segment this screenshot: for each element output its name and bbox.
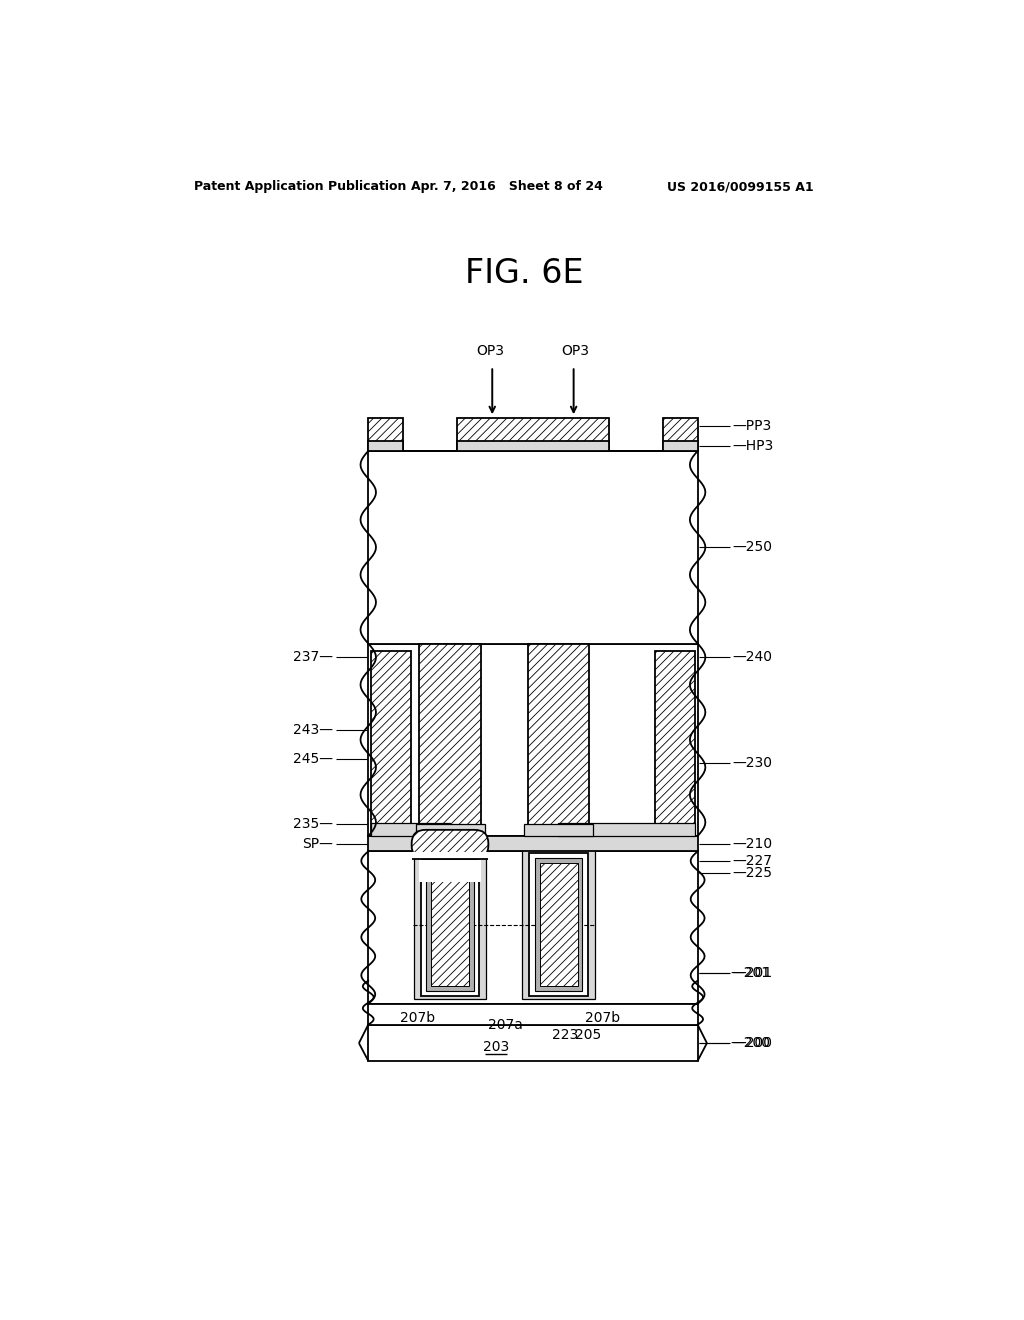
- Text: FIG. 6E: FIG. 6E: [466, 257, 584, 290]
- Bar: [414, 849, 486, 999]
- Text: —230: —230: [732, 756, 772, 770]
- Text: 207b: 207b: [399, 1011, 434, 1024]
- Bar: [524, 825, 593, 836]
- Bar: [655, 651, 695, 836]
- Bar: [458, 418, 608, 451]
- Bar: [371, 822, 450, 836]
- Text: —210: —210: [732, 837, 773, 850]
- Bar: [426, 858, 474, 991]
- Text: US 2016/0099155 A1: US 2016/0099155 A1: [667, 181, 813, 194]
- Bar: [540, 863, 578, 986]
- Text: —201: —201: [732, 966, 773, 979]
- Bar: [528, 644, 589, 836]
- Text: —201: —201: [730, 966, 770, 979]
- Text: 223: 223: [552, 1028, 579, 1041]
- Bar: [369, 1003, 697, 1024]
- Text: 207b: 207b: [585, 1011, 620, 1024]
- Bar: [369, 644, 697, 836]
- Bar: [558, 822, 695, 836]
- Bar: [420, 644, 480, 836]
- Bar: [369, 418, 403, 451]
- Bar: [529, 853, 588, 997]
- Bar: [535, 858, 583, 991]
- Bar: [663, 441, 697, 451]
- Text: —240: —240: [732, 651, 772, 664]
- Text: —PP3: —PP3: [732, 418, 772, 433]
- Bar: [369, 451, 697, 644]
- Bar: [663, 418, 697, 451]
- FancyBboxPatch shape: [412, 830, 488, 859]
- Bar: [369, 851, 697, 1003]
- Text: 245—: 245—: [293, 752, 334, 766]
- Text: 235—: 235—: [293, 817, 334, 832]
- Bar: [458, 441, 608, 451]
- Text: —200: —200: [730, 1036, 770, 1051]
- Text: SP—: SP—: [302, 837, 334, 851]
- Bar: [371, 651, 411, 836]
- Text: 243—: 243—: [293, 723, 334, 737]
- Bar: [412, 851, 488, 859]
- Text: 207a: 207a: [488, 1019, 523, 1032]
- Bar: [416, 825, 484, 836]
- Bar: [369, 441, 403, 451]
- Bar: [369, 836, 697, 851]
- Text: 237—: 237—: [293, 651, 334, 664]
- Text: —250: —250: [732, 540, 772, 554]
- Text: —HP3: —HP3: [732, 440, 774, 453]
- Text: OP3: OP3: [477, 345, 505, 358]
- Text: 205: 205: [575, 1028, 601, 1041]
- Bar: [431, 863, 469, 986]
- Text: —227: —227: [732, 854, 772, 867]
- Bar: [522, 849, 595, 999]
- Bar: [421, 853, 479, 997]
- Text: OP3: OP3: [561, 345, 589, 358]
- Text: Patent Application Publication: Patent Application Publication: [194, 181, 407, 194]
- Text: 203: 203: [483, 1040, 509, 1053]
- Bar: [369, 1024, 697, 1061]
- Text: —225: —225: [732, 866, 772, 880]
- Text: —200: —200: [732, 1036, 772, 1051]
- Text: Apr. 7, 2016   Sheet 8 of 24: Apr. 7, 2016 Sheet 8 of 24: [411, 181, 603, 194]
- Bar: [420, 859, 480, 882]
